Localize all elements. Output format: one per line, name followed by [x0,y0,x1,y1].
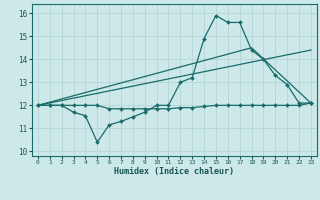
X-axis label: Humidex (Indice chaleur): Humidex (Indice chaleur) [115,167,234,176]
